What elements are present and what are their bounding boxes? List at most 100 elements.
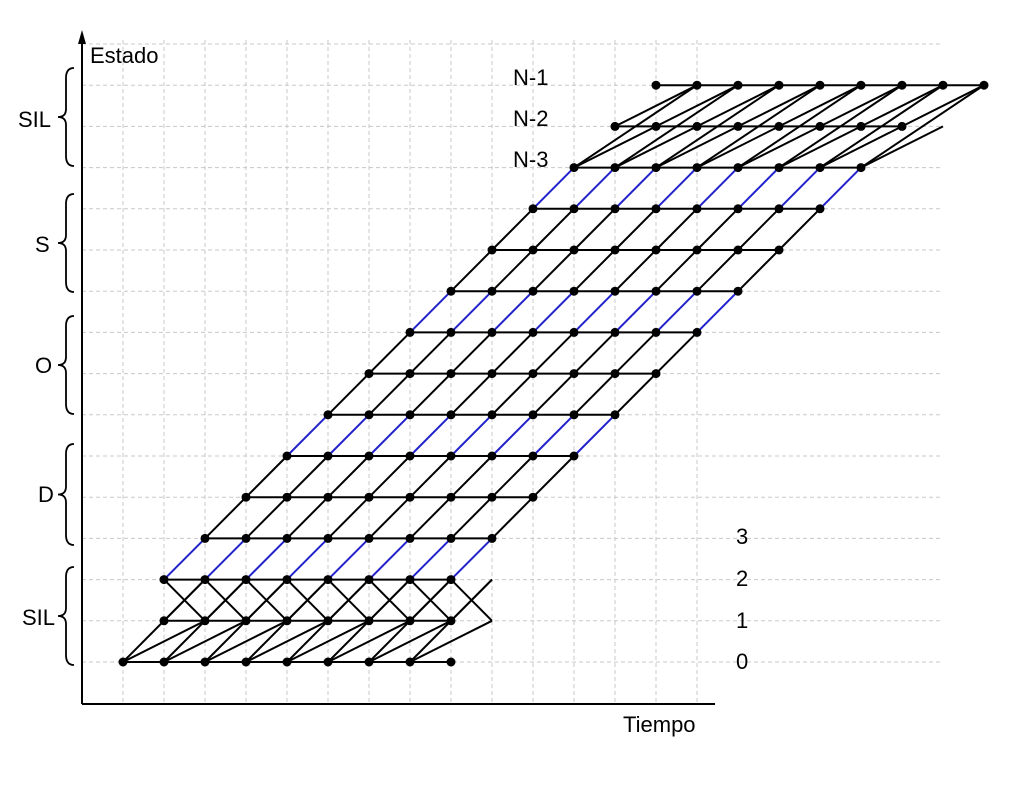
trellis-node (569, 163, 579, 173)
edge-transition (409, 496, 452, 540)
edge-silence (245, 578, 288, 622)
state-label-3: 3 (736, 524, 748, 549)
trellis-node (364, 369, 374, 379)
edge-transition (491, 496, 534, 540)
edge-transition (696, 208, 739, 251)
trellis-node (774, 80, 784, 90)
edge-transition (409, 455, 452, 498)
trellis-node (282, 575, 292, 585)
trellis-node (979, 80, 989, 90)
trellis-node (487, 533, 497, 543)
edge-transition (532, 455, 575, 498)
edge-transition (368, 455, 411, 498)
edge-transition (245, 455, 288, 498)
state-label-0: 0 (736, 649, 748, 674)
segment-label-sil-top: SIL (18, 107, 51, 132)
trellis-node (241, 533, 251, 543)
edge-transition (573, 208, 616, 251)
trellis-node (159, 575, 169, 585)
edge-silence (409, 619, 493, 663)
edge-transition (696, 249, 739, 292)
edge-silence (860, 125, 944, 169)
brace-s (57, 193, 75, 293)
trellis-node (733, 163, 743, 173)
trellis-node (364, 451, 374, 461)
edge-silence (737, 125, 821, 169)
edge-silence (286, 578, 329, 622)
edge-silence (122, 619, 206, 663)
edge-silence (860, 84, 944, 128)
trellis-node (446, 616, 456, 626)
edge-silence (778, 84, 903, 169)
state-label-1: 1 (736, 608, 748, 633)
trellis-nodes (118, 80, 989, 667)
trellis-node (733, 245, 743, 255)
edge-silence (450, 578, 493, 622)
trellis-node (610, 163, 620, 173)
trellis-node (610, 410, 620, 420)
trellis-node (282, 616, 292, 626)
edge-silence (614, 84, 698, 128)
trellis-node (651, 163, 661, 173)
edge-silence (327, 619, 411, 663)
edge-model-boundary (286, 414, 329, 457)
x-axis-label: Tiempo (623, 712, 696, 737)
edge-silence (737, 84, 862, 169)
edge-silence (163, 578, 206, 622)
edge-silence (696, 125, 780, 169)
edge-silence (163, 619, 247, 663)
trellis-node (241, 657, 251, 667)
trellis-node (610, 245, 620, 255)
trellis-node (200, 533, 210, 543)
state-label-n2: N-2 (513, 106, 548, 131)
trellis-node (282, 492, 292, 502)
edge-model-boundary (327, 537, 370, 581)
trellis-node (487, 410, 497, 420)
edge-model-boundary (368, 537, 411, 581)
edge-model-boundary (532, 290, 575, 334)
edge-silence (204, 578, 247, 622)
trellis-node (528, 369, 538, 379)
edge-model-boundary (286, 537, 329, 581)
edge-transition (204, 496, 247, 540)
brace-o (57, 315, 75, 415)
edge-silence (614, 125, 698, 169)
trellis-node (446, 327, 456, 337)
trellis-node (774, 163, 784, 173)
y-axis-arrow-icon (78, 30, 86, 44)
trellis-node (159, 657, 169, 667)
trellis-node (651, 204, 661, 214)
edge-transition (491, 372, 534, 416)
brace-sil-top (57, 67, 75, 167)
trellis-node (200, 575, 210, 585)
trellis-node (651, 245, 661, 255)
edge-model-boundary (655, 166, 698, 210)
edge-transition (737, 208, 780, 251)
edge-transition (409, 372, 452, 416)
trellis-node (364, 492, 374, 502)
edge-transition (573, 331, 616, 375)
trellis-edges (122, 84, 985, 663)
trellis-node (159, 616, 169, 626)
edge-model-boundary (409, 290, 452, 334)
brace-d (57, 443, 75, 546)
edge-transition (614, 208, 657, 251)
trellis-node (733, 204, 743, 214)
trellis-node (692, 286, 702, 296)
trellis-node (364, 657, 374, 667)
trellis-node (323, 492, 333, 502)
trellis-node (610, 204, 620, 214)
trellis-node (323, 657, 333, 667)
trellis-node (528, 410, 538, 420)
trellis-node (651, 80, 661, 90)
edge-transition (368, 331, 411, 375)
segment-label-sil-bottom: SIL (22, 605, 55, 630)
trellis-node (733, 121, 743, 131)
trellis-node (405, 327, 415, 337)
edge-transition (327, 455, 370, 498)
edge-transition (450, 372, 493, 416)
edge-model-boundary (573, 290, 616, 334)
trellis-node (651, 369, 661, 379)
edge-transition (655, 331, 698, 375)
